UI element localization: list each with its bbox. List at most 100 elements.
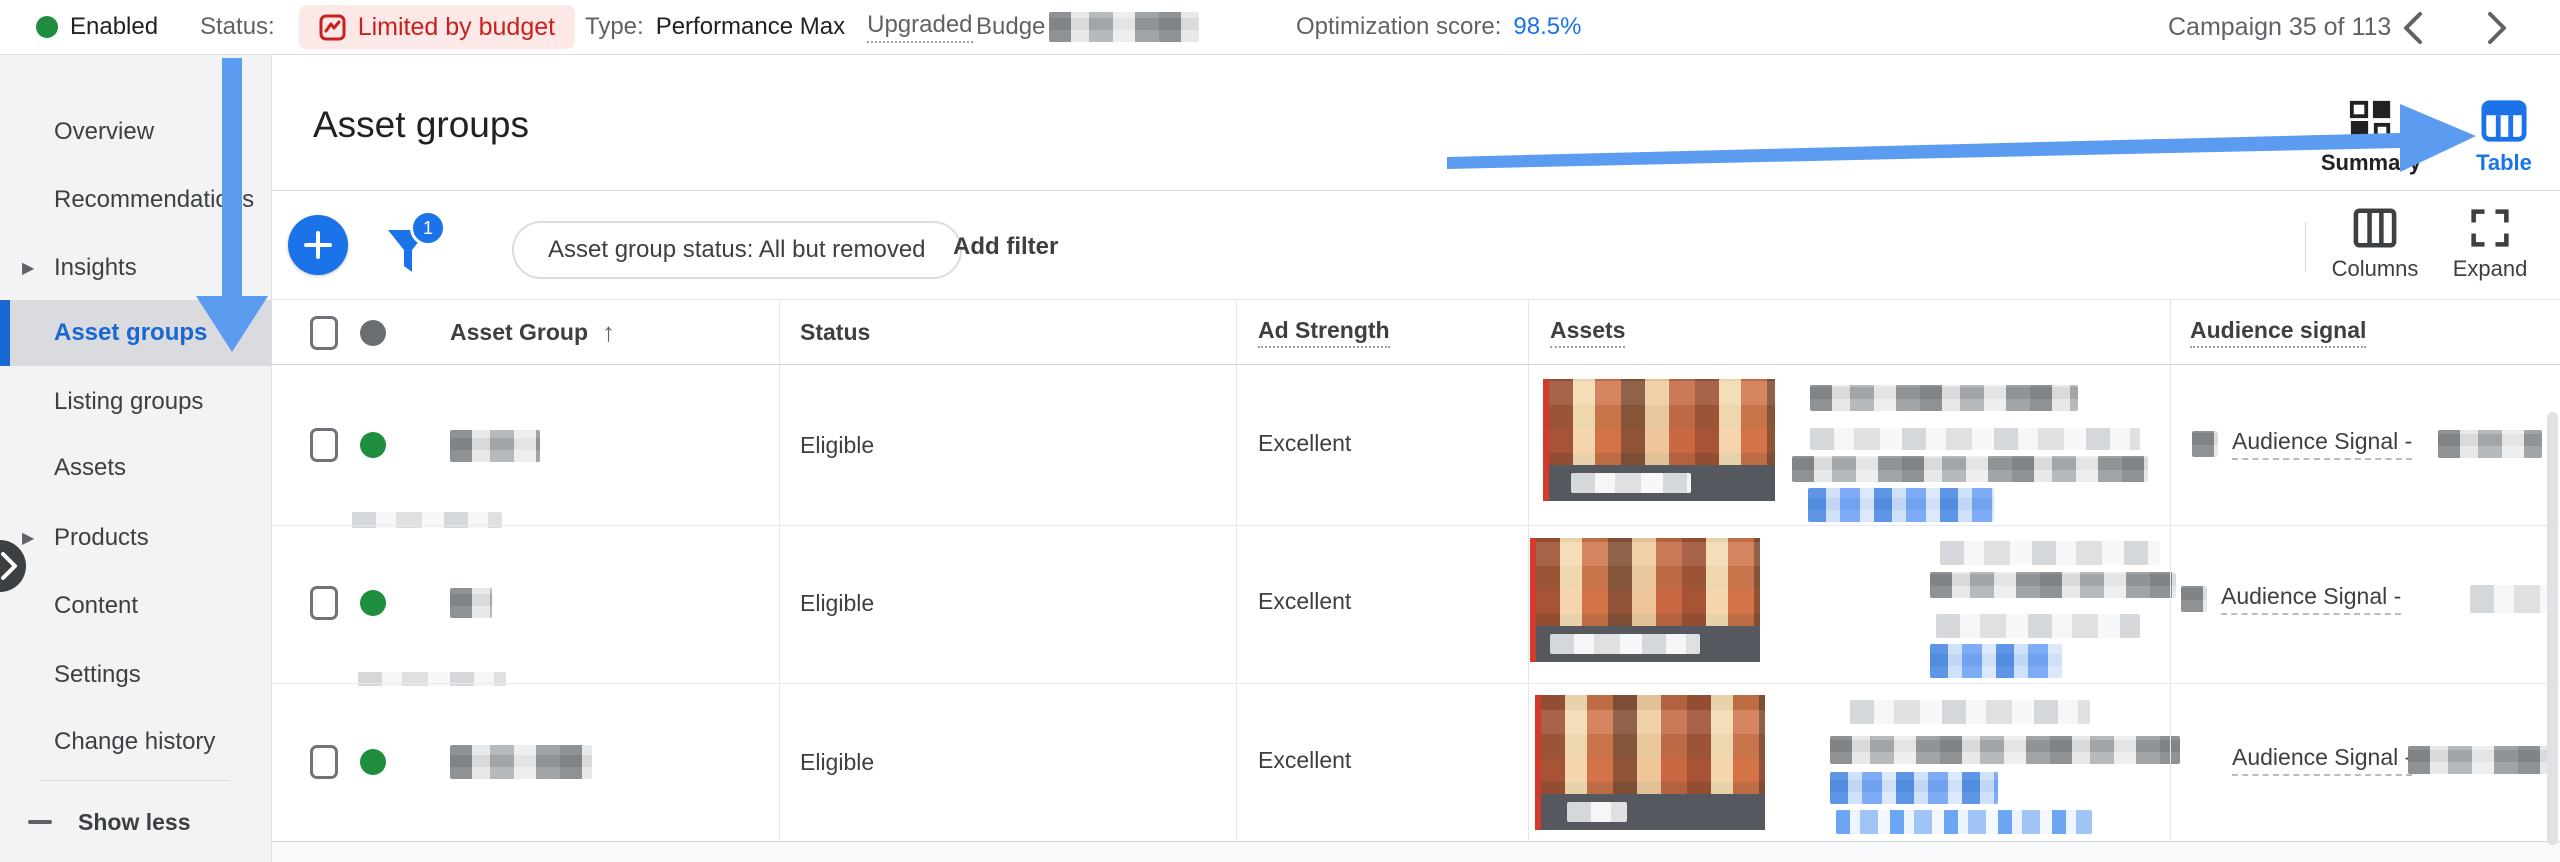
enabled-label[interactable]: Enabled (70, 13, 159, 40)
sidebar-item-settings[interactable]: Settings (0, 642, 271, 708)
collapse-chevron-icon (1, 552, 17, 580)
row-enabled-dot[interactable] (360, 749, 386, 775)
column-header-label: Asset Group (450, 318, 589, 345)
asset-link-redacted[interactable] (1930, 644, 2062, 678)
optimization-score-value[interactable]: 98.5% (1513, 13, 1582, 40)
audience-text-redacted (2408, 746, 2548, 774)
asset-group-name-redacted[interactable] (450, 588, 492, 618)
asset-thumbnail-redacted[interactable] (1530, 538, 1760, 662)
row-checkbox[interactable] (310, 745, 338, 779)
selected-indicator-bar (0, 300, 10, 366)
asset-text-redacted (1810, 385, 2078, 411)
add-asset-group-button[interactable] (288, 215, 348, 275)
asset-text-redacted (1940, 541, 2160, 565)
table-view-icon (2481, 100, 2527, 142)
sidebar-item-label: Insights (54, 254, 137, 281)
row-status: Eligible (800, 748, 875, 775)
plus-icon (304, 231, 332, 259)
audience-signal-link[interactable]: Audience Signal - (2232, 742, 2413, 778)
expand-label: Expand (2452, 256, 2528, 281)
status-dot-column-icon[interactable] (360, 320, 386, 346)
vertical-scrollbar[interactable] (2547, 412, 2558, 845)
redaction-fragment (358, 672, 506, 686)
previous-campaign-button[interactable] (2396, 11, 2430, 45)
sidebar-item-content[interactable]: Content (0, 573, 271, 639)
asset-link-redacted[interactable] (1830, 772, 1998, 804)
column-header-assets[interactable]: Assets (1550, 314, 1626, 350)
column-divider (779, 300, 780, 841)
columns-button[interactable]: Columns (2310, 208, 2440, 282)
asset-link-text-redacted[interactable] (1836, 810, 2092, 834)
column-divider (1236, 300, 1237, 841)
row-enabled-dot[interactable] (360, 432, 386, 458)
budget-chart-icon (319, 14, 346, 40)
sidebar-item-products[interactable]: ▶ Products (0, 505, 271, 571)
campaign-pager-label: Campaign 35 of 113 (2168, 12, 2392, 41)
status-badge-label: Limited by budget (357, 12, 556, 41)
columns-label: Columns (2331, 256, 2419, 281)
columns-icon (2353, 208, 2397, 248)
redaction-fragment (352, 512, 502, 528)
row-border (272, 525, 2560, 526)
show-less-button[interactable]: Show less (0, 796, 271, 848)
sidebar-item-label: Asset groups (54, 319, 208, 346)
type-upgraded-tag[interactable]: Upgraded (867, 11, 973, 43)
audience-signal-link[interactable]: Audience Signal - (2221, 581, 2402, 617)
asset-thumbnail-redacted[interactable] (1543, 379, 1775, 501)
audience-icon-redacted (2192, 431, 2218, 457)
column-header-status[interactable]: Status (800, 314, 870, 350)
type-label: Type: (585, 13, 644, 40)
toolbar-divider (2305, 222, 2306, 272)
column-header-ad-strength[interactable]: Ad Strength (1258, 314, 1390, 350)
audience-signal-label: Audience Signal - (2221, 583, 2402, 615)
audience-text-redacted (2438, 430, 2542, 458)
campaign-sidebar: Overview Recommendations ▶ Insights Asse… (0, 54, 272, 862)
row-checkbox[interactable] (310, 586, 338, 620)
asset-text-redacted (1850, 700, 2090, 724)
campaign-budget-group: Budge (976, 0, 1200, 54)
thumbnail-caption-bar (1536, 626, 1760, 662)
thumbnail-caption-bar (1541, 794, 1765, 830)
sort-ascending-icon[interactable]: ↑ (602, 316, 616, 347)
sidebar-item-label: Products (54, 524, 149, 551)
page-header (272, 54, 2560, 191)
sidebar-item-insights[interactable]: ▶ Insights (0, 235, 271, 301)
chevron-right-icon (2488, 12, 2506, 44)
sidebar-item-recommendations[interactable]: Recommendations (0, 167, 271, 233)
sidebar-item-change-history[interactable]: Change history (0, 709, 271, 775)
sidebar-item-label: Overview (54, 118, 155, 145)
limited-by-budget-badge[interactable]: Limited by budget (298, 5, 576, 49)
table-bottom-strip (272, 842, 2560, 862)
sidebar-item-assets[interactable]: Assets (0, 435, 271, 501)
asset-text-redacted (1930, 572, 2176, 598)
column-header-label: Assets (1550, 317, 1626, 348)
column-divider (2170, 300, 2171, 841)
audience-text-redacted (2470, 585, 2552, 613)
row-enabled-dot[interactable] (360, 590, 386, 616)
column-header-audience-signal[interactable]: Audience signal (2190, 314, 2367, 350)
column-header-asset-group[interactable]: Asset Group ↑ (450, 314, 615, 350)
sidebar-item-asset-groups[interactable]: Asset groups (0, 300, 271, 366)
asset-group-name-redacted[interactable] (450, 430, 540, 462)
sidebar-item-listing-groups[interactable]: Listing groups (0, 369, 271, 435)
audience-signal-link[interactable]: Audience Signal - (2232, 426, 2413, 462)
sidebar-item-label: Assets (54, 454, 127, 481)
expand-button[interactable]: Expand (2425, 208, 2555, 282)
asset-thumbnail-redacted[interactable] (1535, 695, 1765, 830)
row-checkbox[interactable] (310, 428, 338, 462)
view-toggle-summary[interactable]: Summary (2301, 98, 2441, 176)
expand-arrow-icon[interactable]: ▶ (22, 530, 35, 547)
select-all-checkbox[interactable] (310, 316, 338, 350)
enabled-status-dot (36, 16, 58, 38)
asset-text-redacted (1830, 736, 2180, 764)
sidebar-item-overview[interactable]: Overview (0, 99, 271, 165)
row-border (272, 683, 2560, 684)
asset-group-name-redacted[interactable] (450, 745, 592, 779)
next-campaign-button[interactable] (2480, 11, 2514, 45)
budget-label: Budge (976, 13, 1046, 40)
asset-link-redacted[interactable] (1808, 488, 1994, 522)
add-filter-button[interactable]: Add filter (953, 233, 1059, 260)
expand-arrow-icon[interactable]: ▶ (22, 260, 35, 277)
asset-group-status-filter-chip[interactable]: Asset group status: All but removed (512, 221, 962, 279)
view-toggle-table[interactable]: Table (2434, 98, 2560, 176)
